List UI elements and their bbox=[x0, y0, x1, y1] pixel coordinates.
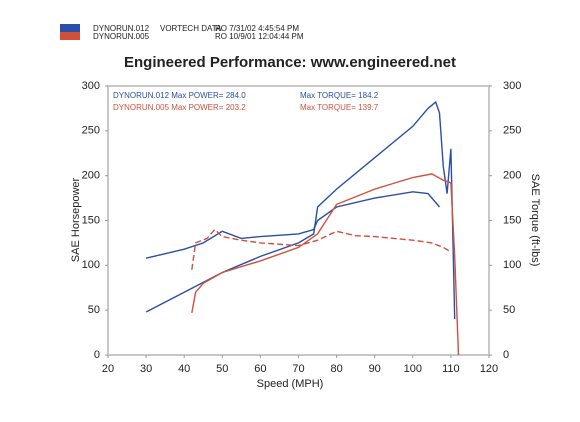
x-tick-label: 40 bbox=[178, 363, 190, 375]
series-line bbox=[191, 228, 452, 270]
y2-tick-label: 300 bbox=[503, 80, 521, 92]
legend-swatch bbox=[60, 24, 80, 32]
x-tick-label: 90 bbox=[369, 363, 381, 375]
x-tick-label: 30 bbox=[140, 363, 152, 375]
y2-tick-label: 200 bbox=[503, 170, 521, 182]
y-tick-label: 50 bbox=[88, 304, 100, 316]
annotation: Max TORQUE= 184.2 bbox=[300, 91, 379, 100]
x-tick-label: 20 bbox=[102, 363, 114, 375]
y-tick-label: 150 bbox=[82, 214, 100, 226]
annotation: DYNORUN.005 Max POWER= 203.2 bbox=[113, 103, 246, 112]
x-tick-label: 50 bbox=[216, 363, 228, 375]
series-line bbox=[191, 173, 460, 356]
y2-tick-label: 100 bbox=[503, 259, 521, 271]
header-text: RO 7/31/02 4:45:54 PM bbox=[215, 24, 299, 33]
series-line bbox=[145, 100, 456, 320]
header-text: RO 10/9/01 12:04:44 PM bbox=[215, 32, 304, 41]
annotation: Max TORQUE= 139.7 bbox=[300, 103, 379, 112]
y-axis-label: SAE Horsepower bbox=[70, 177, 82, 262]
header-text: DYNORUN.005 bbox=[93, 32, 150, 41]
y-tick-label: 300 bbox=[82, 80, 100, 92]
y2-axis-label: SAE Torque (ft-lbs) bbox=[529, 174, 541, 267]
y2-tick-label: 50 bbox=[503, 304, 515, 316]
x-axis-label: Speed (MPH) bbox=[257, 378, 324, 390]
x-tick-label: 70 bbox=[292, 363, 304, 375]
y-tick-label: 100 bbox=[82, 259, 100, 271]
chart-title: Engineered Performance: www.engineered.n… bbox=[124, 54, 456, 71]
y2-tick-label: 0 bbox=[503, 349, 509, 361]
x-tick-label: 120 bbox=[480, 363, 498, 375]
x-tick-label: 80 bbox=[330, 363, 342, 375]
y-tick-label: 250 bbox=[82, 125, 100, 137]
legend-swatch bbox=[60, 32, 80, 40]
series-line bbox=[145, 191, 441, 259]
y2-tick-label: 150 bbox=[503, 214, 521, 226]
annotation: DYNORUN.012 Max POWER= 284.0 bbox=[113, 91, 246, 100]
header-text: DYNORUN.012 bbox=[93, 24, 150, 33]
y-tick-label: 200 bbox=[82, 170, 100, 182]
x-tick-label: 110 bbox=[442, 363, 460, 375]
header-text: VORTECH DATA bbox=[160, 24, 222, 33]
y-tick-label: 0 bbox=[94, 349, 100, 361]
x-tick-label: 100 bbox=[404, 363, 422, 375]
x-tick-label: 60 bbox=[254, 363, 266, 375]
y2-tick-label: 250 bbox=[503, 125, 521, 137]
